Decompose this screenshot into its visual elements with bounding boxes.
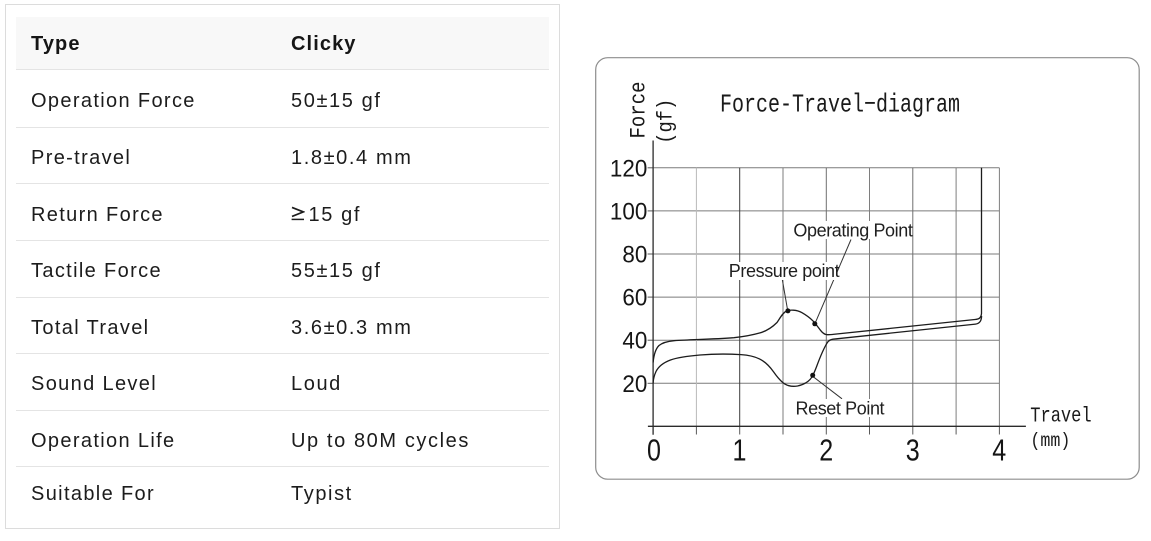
svg-text:20: 20 [622, 370, 647, 397]
svg-text:120: 120 [610, 155, 647, 182]
svg-text:60: 60 [622, 284, 647, 311]
svg-text:100: 100 [610, 198, 647, 225]
svg-text:(mm): (mm) [1030, 430, 1070, 452]
svg-text:Reset Point: Reset Point [796, 398, 885, 418]
svg-text:40: 40 [622, 327, 647, 354]
svg-text:4: 4 [992, 433, 1006, 467]
svg-text:Operating Point: Operating Point [793, 220, 912, 240]
svg-text:3: 3 [906, 433, 920, 467]
svg-text:Travel: Travel [1030, 404, 1092, 428]
svg-text:80: 80 [622, 241, 647, 268]
svg-text:Pressure point: Pressure point [729, 261, 840, 281]
svg-text:1: 1 [733, 433, 747, 467]
svg-text:(gf): (gf) [656, 99, 679, 144]
svg-text:2: 2 [819, 433, 833, 467]
svg-text:Force: Force [627, 82, 652, 139]
svg-text:Force-Travel−diagram: Force-Travel−diagram [720, 89, 960, 119]
svg-text:0: 0 [647, 433, 661, 467]
